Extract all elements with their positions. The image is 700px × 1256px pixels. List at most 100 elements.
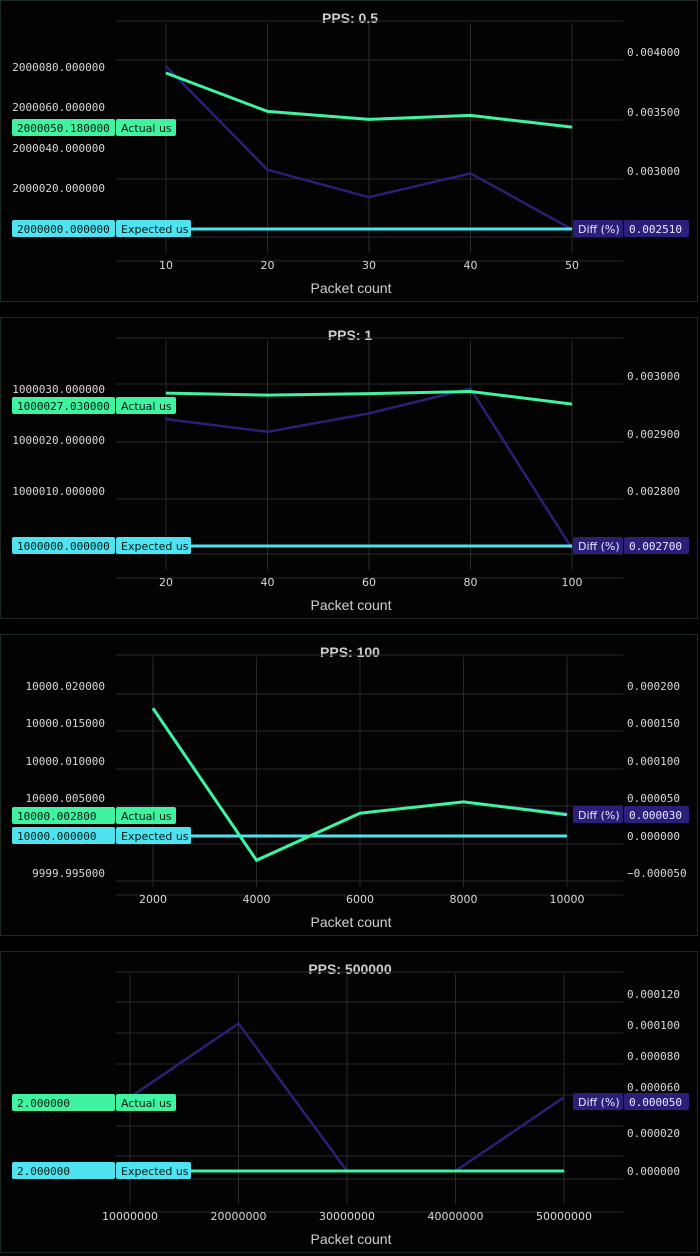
grid: [116, 971, 623, 1213]
data-point: [470, 388, 471, 390]
right-tick-label: 0.000000: [627, 1165, 680, 1178]
right-tick-label: 0.000000: [627, 830, 680, 843]
grid: [116, 20, 623, 262]
x-tick-label: 8000: [450, 893, 478, 906]
data-point: [267, 394, 268, 396]
x-axis-label: Packet count: [311, 1231, 392, 1247]
diff-value-tag-text: 0.000050: [629, 1096, 682, 1109]
x-tick-label: 80: [464, 576, 478, 589]
actual-value-tag: 10000.002800: [12, 807, 115, 824]
x-axis-label: Packet count: [311, 914, 392, 930]
data-point: [571, 548, 573, 549]
diff-series-tag-text: Diff (%): [578, 540, 620, 553]
data-point: [571, 545, 573, 547]
series-diff: [165, 387, 574, 550]
x-axis-label: Packet count: [311, 597, 392, 613]
data-point: [165, 418, 167, 420]
actual-series-tag-text: Actual us: [121, 400, 172, 413]
data-point: [359, 835, 361, 837]
x-tick-label: 30000000: [319, 1210, 375, 1223]
data-point: [571, 126, 573, 128]
actual-value-tag: 2000050.180000: [12, 119, 115, 136]
left-tick-label: 1000010.000000: [12, 485, 105, 498]
diff-value-tag-text: 0.000030: [629, 809, 682, 822]
expected-series-tag: Expected us: [116, 220, 191, 237]
left-tick-label: 2000060.000000: [12, 101, 105, 114]
expected-value-tag-text: 10000.000000: [17, 830, 96, 843]
expected-series-tag-text: Expected us: [121, 1165, 189, 1178]
x-tick-label: 50: [565, 259, 579, 272]
left-tick-label: 1000030.000000: [12, 383, 105, 396]
series-expected-us: [165, 544, 573, 548]
left-tick-label: 10000.010000: [26, 755, 105, 768]
left-tick-label: 1000020.000000: [12, 434, 105, 447]
x-tick-label: 30: [362, 259, 376, 272]
data-point: [368, 118, 370, 120]
grid: [116, 337, 623, 579]
chart-svg: PPS: 0.5 2000080.000000 2000060.000000 2000…: [12, 10, 689, 296]
right-tick-label: 0.000020: [627, 1127, 680, 1140]
data-point: [463, 801, 464, 803]
diff-series-tag-text: Diff (%): [578, 1096, 620, 1109]
actual-series-tag: Actual us: [116, 119, 176, 136]
x-tick-label: 40: [464, 259, 478, 272]
data-point: [165, 65, 167, 67]
actual-value-tag-text: 1000027.030000: [17, 400, 110, 413]
actual-value-tag: 2.000000: [12, 1094, 115, 1111]
expected-value-tag: 10000.000000: [12, 827, 115, 844]
data-point: [267, 228, 268, 230]
data-point: [359, 812, 361, 814]
diff-value-tag: 0.000030: [624, 806, 689, 823]
diff-value-tag: 0.000050: [624, 1093, 689, 1110]
expected-value-tag: 2.000000: [12, 1162, 115, 1179]
x-tick-label: 60: [362, 576, 376, 589]
data-point: [267, 110, 268, 112]
series-diff: [165, 65, 573, 231]
x-tick-label: 20: [159, 576, 173, 589]
series-actual-us: [165, 389, 573, 406]
diff-value-tag-text: 0.002510: [629, 223, 682, 236]
data-point: [267, 545, 268, 547]
chart-svg: PPS: 100 10000.020000 10000.015000 10000.01…: [12, 644, 689, 930]
x-tick-label: 40: [261, 576, 275, 589]
data-point: [563, 1170, 565, 1172]
data-point: [470, 172, 471, 174]
series-actual-us: [129, 1169, 565, 1173]
x-tick-label: 10000000: [102, 1210, 158, 1223]
data-point: [368, 412, 370, 414]
data-point: [571, 228, 573, 230]
x-tick-label: 20: [261, 259, 275, 272]
data-point: [463, 835, 464, 837]
actual-series-tag-text: Actual us: [121, 122, 172, 135]
data-point: [455, 1170, 456, 1172]
right-tick-label: 0.000100: [627, 1019, 680, 1032]
data-point: [368, 228, 370, 230]
chart-panel-pps-1: PPS: 1 1000030.000000 1000020.000000 100001…: [0, 317, 698, 619]
right-tick-label: 0.002800: [627, 485, 680, 498]
left-tick-label: 10000.020000: [26, 680, 105, 693]
diff-value-tag-text: 0.002700: [629, 540, 682, 553]
data-point: [267, 431, 268, 433]
right-tick-label: 0.000200: [627, 680, 680, 693]
diff-series-tag-text: Diff (%): [578, 809, 620, 822]
series-actual-us: [151, 707, 568, 863]
actual-series-tag-text: Actual us: [121, 810, 172, 823]
x-tick-label: 2000: [139, 893, 167, 906]
right-tick-label: 0.003500: [627, 106, 680, 119]
diff-series-tag: Diff (%): [573, 537, 623, 554]
expected-series-tag: Expected us: [116, 1162, 191, 1179]
data-point: [470, 114, 471, 116]
series-actual-us: [165, 71, 573, 129]
right-tick-label: 0.000150: [627, 717, 680, 730]
expected-series-tag: Expected us: [116, 537, 191, 554]
x-tick-label: 10: [159, 259, 173, 272]
data-point: [238, 1023, 239, 1024]
x-axis-label: Packet count: [311, 280, 392, 296]
data-point: [165, 392, 167, 394]
x-tick-label: 100: [562, 576, 583, 589]
right-tick-label: 0.000060: [627, 1081, 680, 1094]
x-tick-label: 4000: [243, 893, 271, 906]
right-tick-label: 0.000050: [627, 792, 680, 805]
chart-panel-pps-500000: PPS: 500000 0.000120 0.000100 0.000080 0.000…: [0, 951, 698, 1253]
right-tick-label: 0.003000: [627, 165, 680, 178]
